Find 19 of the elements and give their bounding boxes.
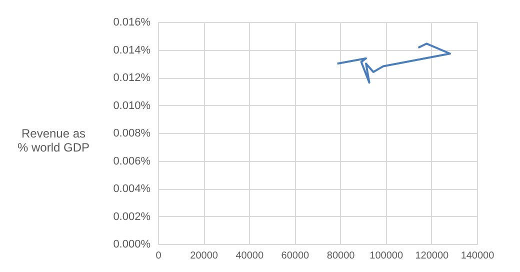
y-tick-label: 0.016%	[113, 16, 151, 28]
y-tick-label: 0.014%	[113, 44, 151, 56]
y-tick-label: 0.006%	[113, 155, 151, 168]
y-tick-label: 0.012%	[113, 72, 151, 84]
x-tick-label: 120000	[415, 250, 450, 262]
y-tick-label: 0.000%	[113, 238, 151, 250]
y-tick-label: 0.008%	[113, 128, 151, 140]
y-tick-label: 0.004%	[113, 183, 151, 195]
y-axis-title: Revenue as % world GDP	[17, 126, 90, 154]
y-tick-label: 0.010%	[113, 100, 151, 112]
x-tick-label: 40000	[236, 250, 264, 262]
y-tick-label: 0.002%	[113, 210, 151, 223]
x-tick-label: 20000	[190, 250, 218, 262]
x-tick-label: 100000	[370, 250, 404, 262]
x-tick-label: 0	[156, 250, 162, 262]
x-tick-label: 140000	[460, 250, 495, 262]
x-tick-label: 80000	[326, 250, 356, 262]
x-tick-label: 60000	[281, 250, 310, 262]
line-series	[336, 42, 451, 84]
